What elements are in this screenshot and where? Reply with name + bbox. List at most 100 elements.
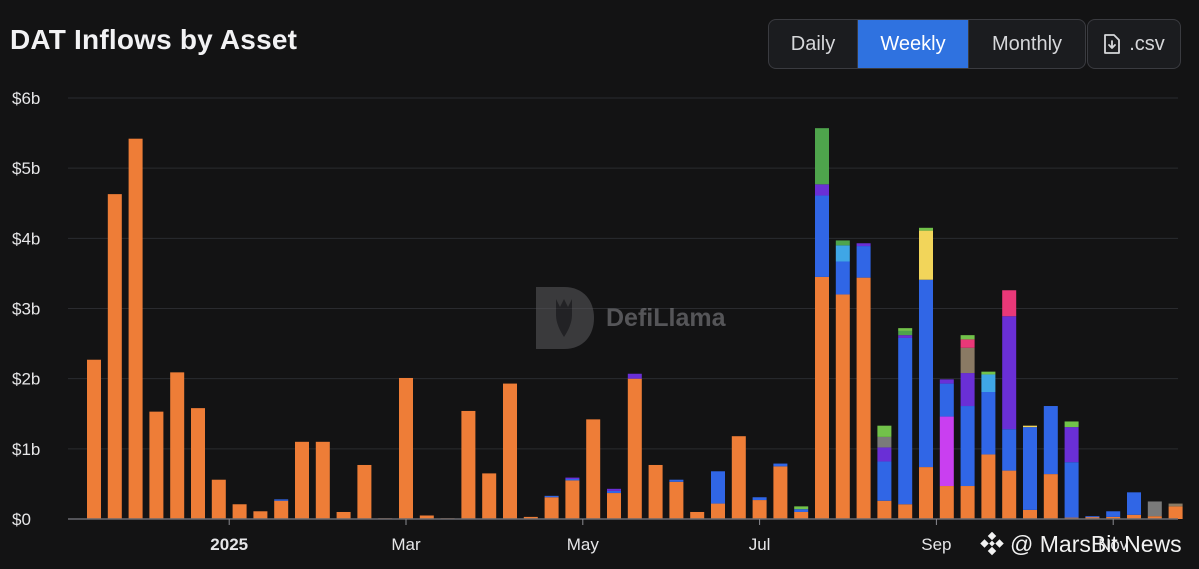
bar-segment-blue — [1127, 492, 1141, 515]
y-tick-label: $5b — [12, 159, 40, 178]
source-credit: @ MarsBit News — [980, 528, 1182, 560]
bar-segment-yellow — [919, 230, 933, 280]
bar-segment-orange — [669, 481, 684, 519]
bar-segment-lightblue — [981, 374, 996, 392]
bar-segment-orange — [607, 493, 621, 519]
bar-segment-purple — [877, 447, 892, 462]
bar-segment-orange — [565, 480, 580, 519]
defillama-watermark: DefiLlama — [534, 284, 725, 352]
bar-segment-blue — [1023, 427, 1037, 510]
bar-segment-blue — [565, 479, 580, 481]
bar-segment-orange — [461, 410, 476, 519]
csv-label: .csv — [1129, 32, 1165, 55]
bar-segment-blue — [877, 461, 892, 501]
bar-segment-orange — [1168, 506, 1183, 519]
bar-segment-tan — [960, 347, 975, 374]
bar-segment-orange — [1002, 470, 1017, 519]
tab-monthly[interactable]: Monthly — [968, 20, 1085, 68]
bar-segment-purple — [1064, 427, 1079, 463]
bar-segment-orange — [877, 500, 892, 519]
bar-segment-tan — [1168, 503, 1183, 507]
bar-segment-orange — [835, 294, 850, 519]
tab-daily[interactable]: Daily — [769, 20, 858, 68]
bar-segment-gray — [1147, 501, 1162, 517]
bar-segment-orange — [274, 500, 289, 519]
bar-segment-orange — [960, 486, 975, 519]
bar-segment-purple — [627, 373, 642, 379]
bar-segment-magenta — [939, 416, 954, 487]
x-tick-label: 2025 — [210, 535, 248, 554]
bar-segment-pink — [1002, 290, 1017, 317]
bar-segment-orange — [939, 486, 954, 519]
watermark-text: DefiLlama — [606, 303, 726, 332]
y-tick-label: $6b — [12, 89, 40, 108]
bar-segment-orange — [648, 464, 663, 519]
bar-segment-blue — [752, 497, 767, 501]
x-tick-label: May — [567, 535, 600, 554]
bar-segment-yellow — [1023, 425, 1037, 428]
y-tick-label: $3b — [12, 300, 40, 319]
bar-segment-blue — [794, 509, 809, 512]
tab-weekly[interactable]: Weekly — [858, 20, 968, 68]
bar-segment-blue — [1064, 462, 1079, 518]
y-tick-label: $4b — [12, 229, 40, 248]
bar-segment-orange — [711, 503, 725, 519]
bar-segment-orange — [149, 411, 164, 519]
bar-segment-purple — [1002, 316, 1017, 430]
bar-segment-orange — [1127, 514, 1141, 519]
bar-segment-green — [835, 240, 850, 246]
bar-segment-orange — [1106, 516, 1121, 519]
bar-segment-blue — [835, 261, 850, 295]
bar-segment-orange — [544, 497, 559, 519]
bar-segment-orange — [191, 408, 205, 519]
bar-segment-lime — [898, 328, 913, 331]
bar-segment-orange — [627, 378, 642, 519]
bar-segment-orange — [815, 276, 829, 519]
bar-segment-lightblue — [835, 245, 850, 262]
bar-segment-blue — [898, 337, 913, 505]
bar-segment-orange — [399, 377, 413, 519]
download-file-icon — [1103, 34, 1121, 54]
bar-segment-blue — [1043, 406, 1058, 475]
bar-segment-blue — [773, 463, 788, 467]
bar-segment-orange — [919, 467, 933, 519]
bar-segment-gray — [877, 436, 892, 448]
interval-toggle: Daily Weekly Monthly — [768, 19, 1086, 69]
bar-segment-blue — [274, 499, 289, 501]
bar-segment-blue — [544, 495, 559, 498]
y-tick-label: $2b — [12, 370, 40, 389]
bar-segment-blue — [856, 246, 871, 278]
chart-title: DAT Inflows by Asset — [10, 24, 298, 55]
bar-segment-blue — [1002, 429, 1017, 471]
csv-download-button[interactable]: .csv — [1087, 19, 1181, 69]
bar-segment-lime — [981, 371, 996, 375]
bar-segment-orange — [1085, 516, 1100, 519]
bar-segment-purple — [939, 379, 954, 384]
bar-segment-green — [898, 330, 913, 336]
bar-segment-blue — [711, 471, 725, 504]
bar-segment-orange — [336, 511, 351, 519]
bar-segment-purple — [898, 335, 913, 338]
bar-segment-blue — [815, 195, 829, 277]
bar-segment-purple — [960, 373, 975, 407]
bar-segment-blue — [919, 279, 933, 468]
bar-segment-orange — [295, 441, 309, 519]
bar-segment-blue — [981, 391, 996, 455]
bar-segment-purple — [856, 243, 871, 247]
binance-logo-icon — [980, 532, 1004, 556]
bar-segment-blue — [607, 490, 621, 494]
bar-segment-blue — [960, 406, 975, 487]
bar-segment-lime — [960, 335, 975, 340]
bar-segment-orange — [752, 500, 767, 519]
bar-segment-blue — [1085, 516, 1100, 518]
bar-segment-orange — [482, 473, 497, 519]
bar-segment-green — [815, 128, 829, 185]
bar-segment-pink — [960, 339, 975, 348]
defillama-logo-icon — [536, 287, 594, 349]
bar-segment-orange — [1043, 474, 1058, 519]
bar-segment-orange — [981, 454, 996, 519]
bar-segment-orange — [107, 194, 122, 519]
bar-segment-orange — [690, 511, 705, 519]
bar-segment-blue — [669, 479, 684, 482]
